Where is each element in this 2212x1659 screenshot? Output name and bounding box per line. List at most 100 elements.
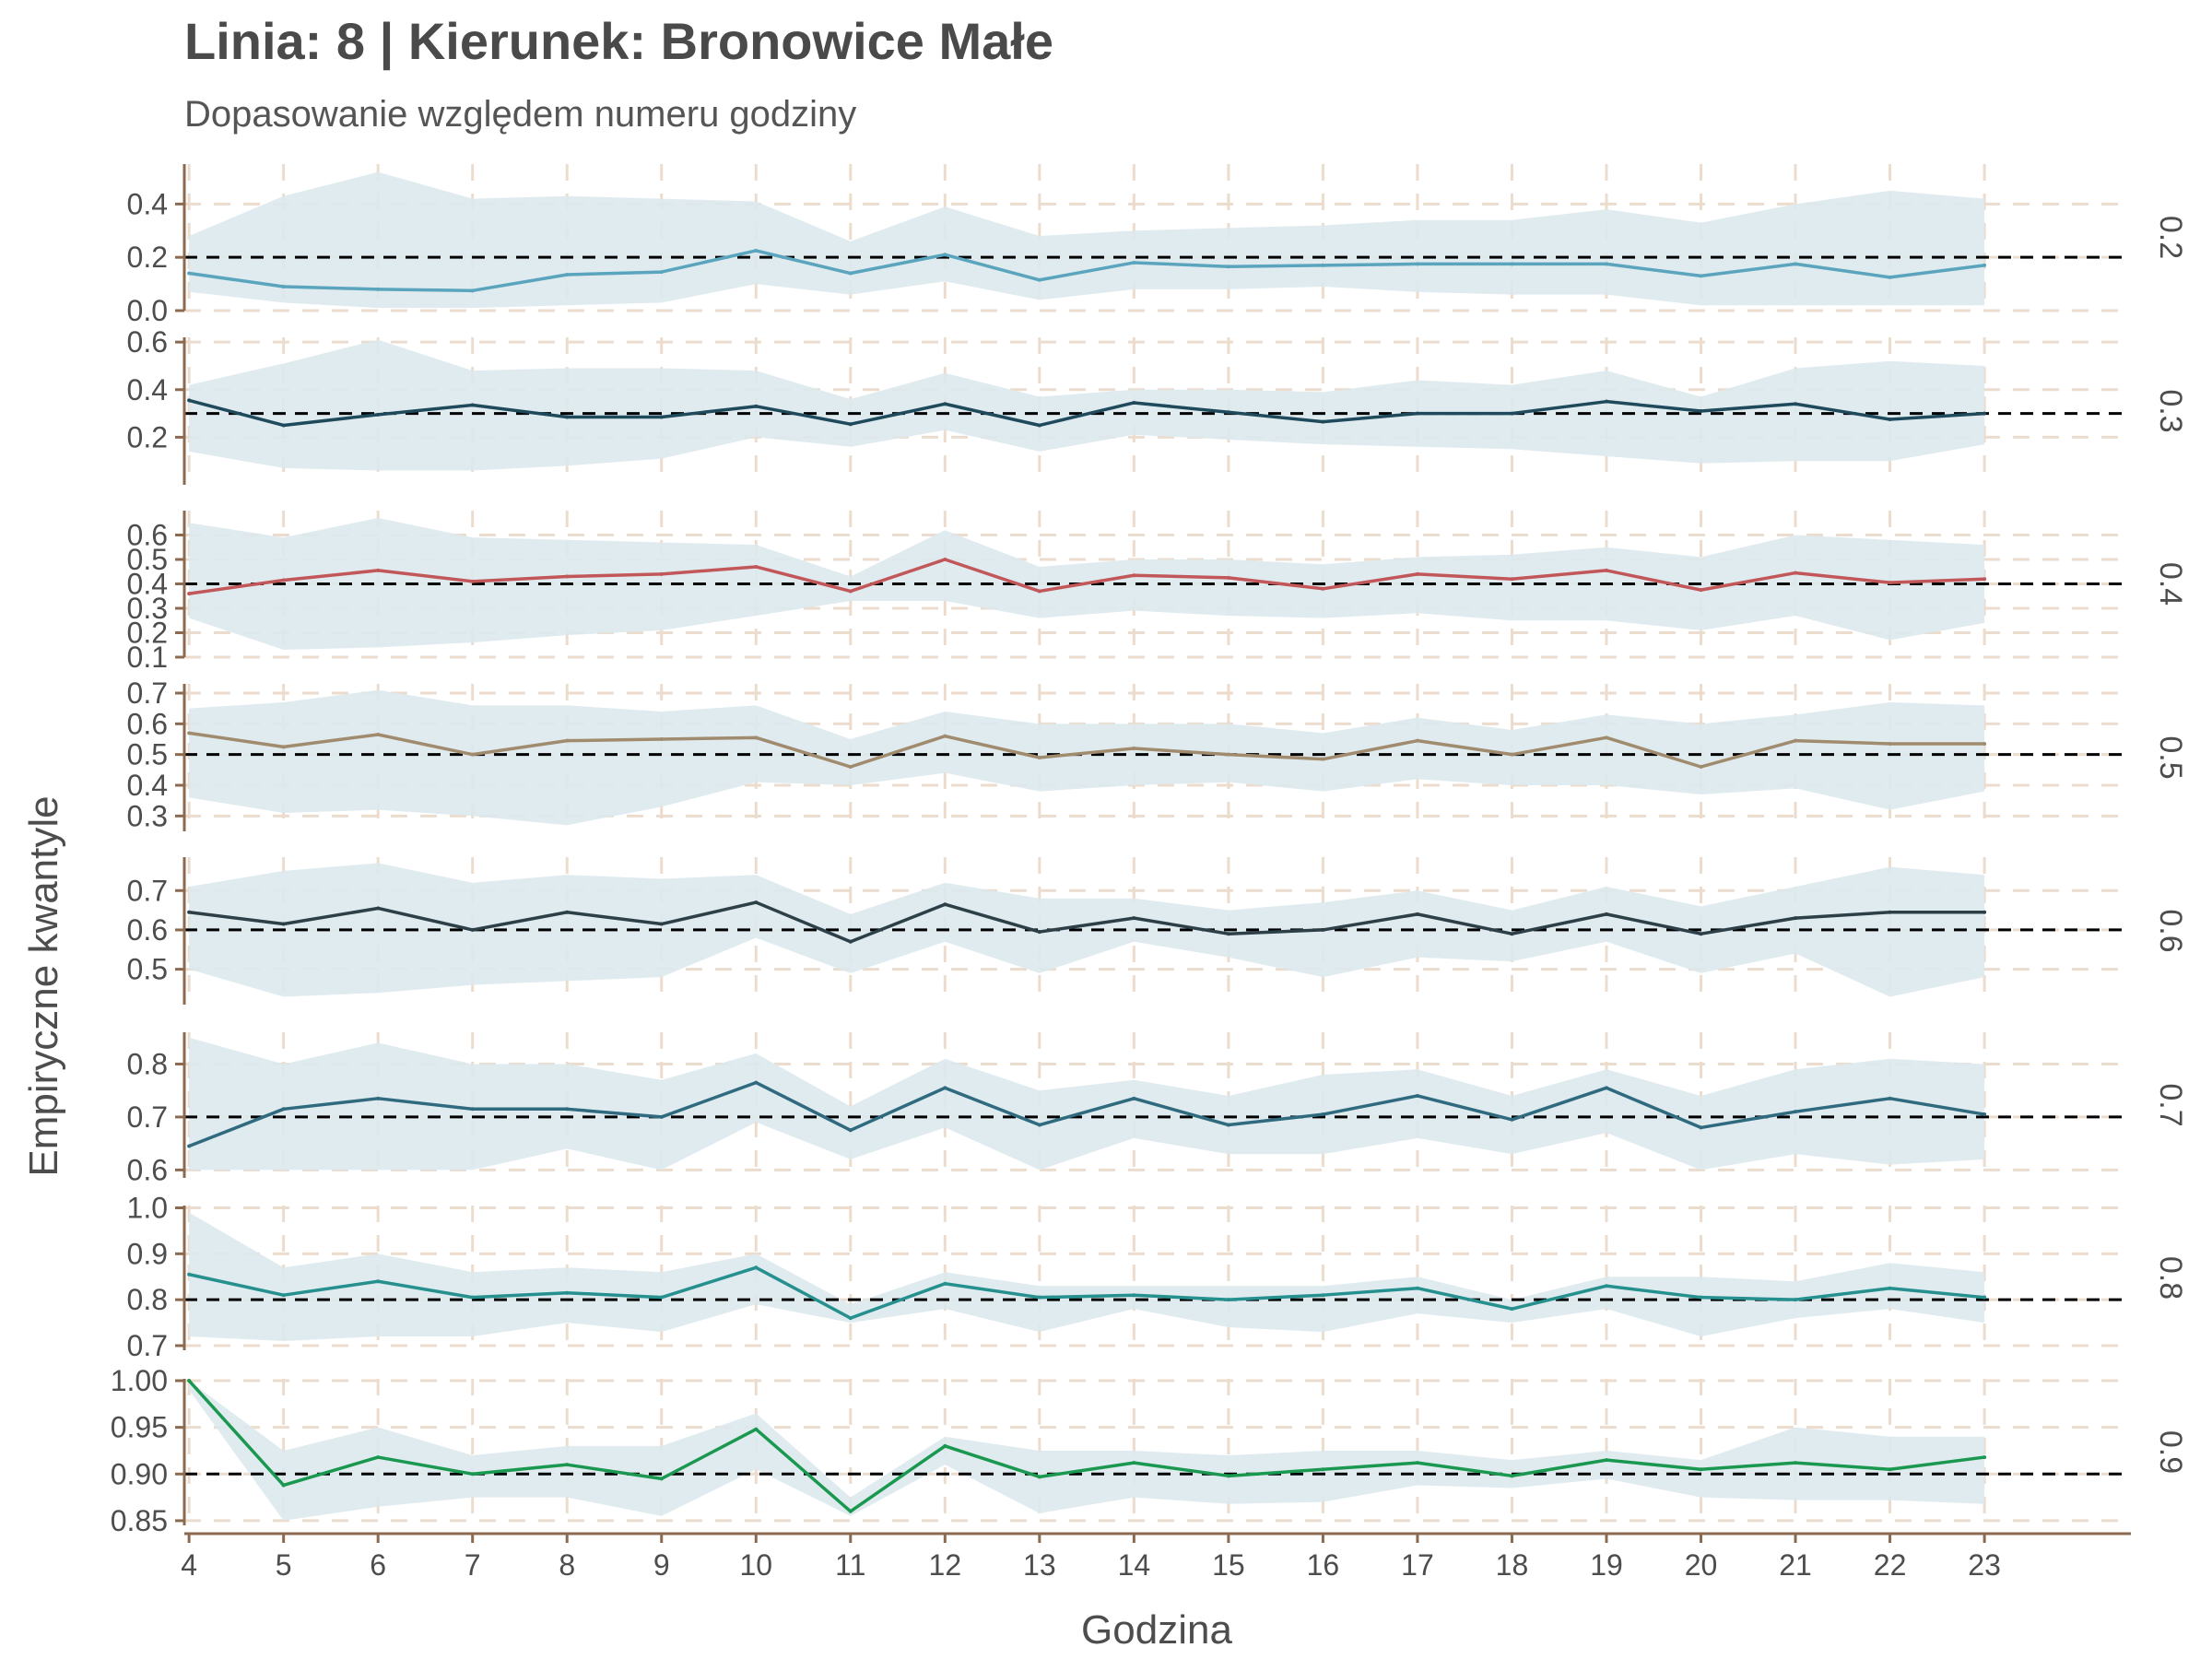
- panel-0.2: 0.0 0.2 0.4 0.2: [127, 164, 2188, 327]
- x-tick-label: 21: [1779, 1548, 1812, 1582]
- panel-0.7: 0.6 0.7 0.8 0.7: [127, 1032, 2188, 1186]
- x-tick-label: 11: [835, 1548, 865, 1582]
- data-point: [1321, 1112, 1325, 1117]
- data-point: [1132, 747, 1136, 750]
- y-tick-label: 0.2: [127, 241, 168, 274]
- x-tick-label: 4: [181, 1548, 197, 1582]
- data-point: [1604, 735, 1608, 740]
- series-line: [188, 900, 1985, 944]
- data-point: [1037, 1475, 1041, 1479]
- y-tick-label: 0.2: [127, 617, 168, 650]
- series-line: [187, 1379, 1985, 1513]
- x-tick-label: 18: [1496, 1548, 1529, 1582]
- data-point: [1037, 1123, 1041, 1127]
- data-point: [1888, 1286, 1892, 1290]
- series-line: [188, 1080, 1985, 1148]
- x-tick-label: 12: [929, 1548, 962, 1582]
- data-point: [848, 422, 853, 427]
- y-tick-label: 0.4: [127, 568, 168, 601]
- data-point: [659, 1114, 664, 1119]
- data-point: [1037, 423, 1041, 428]
- data-point: [1415, 411, 1419, 416]
- data-point: [1510, 1307, 1514, 1312]
- data-point: [376, 1279, 381, 1284]
- data-point: [1794, 571, 1798, 575]
- data-point: [1226, 410, 1230, 415]
- data-point: [470, 288, 475, 293]
- data-point: [1699, 588, 1703, 593]
- y-tick-label: 0.5: [127, 953, 168, 986]
- panel-strip-label: 0.8: [2153, 1256, 2188, 1300]
- y-axis-title: Empiryczne kwantyle: [21, 795, 66, 1176]
- data-point: [754, 1080, 759, 1085]
- data-point: [1510, 752, 1514, 757]
- data-point: [281, 745, 286, 749]
- y-tick-label: 0.6: [127, 325, 168, 359]
- data-point: [1321, 1467, 1325, 1472]
- data-point: [281, 1107, 286, 1112]
- data-point: [848, 939, 853, 944]
- data-point: [376, 906, 381, 911]
- data-point: [659, 922, 664, 926]
- data-point: [281, 1293, 286, 1298]
- series-line: [188, 558, 1985, 595]
- confidence-band: [189, 171, 1985, 309]
- panel-0.3: 0.2 0.4 0.6 0.3: [127, 325, 2188, 485]
- data-point: [1510, 932, 1514, 936]
- data-point: [1604, 1458, 1608, 1463]
- x-tick-label: 23: [1968, 1548, 2001, 1582]
- data-point: [565, 574, 570, 579]
- data-point: [376, 568, 381, 572]
- y-tick-label: 0.7: [127, 874, 168, 907]
- panel-strip-label: 0.2: [2153, 216, 2188, 259]
- data-point: [848, 1128, 853, 1133]
- data-point: [470, 579, 475, 583]
- x-tick-label: 15: [1212, 1548, 1245, 1582]
- data-point: [1510, 411, 1514, 416]
- y-tick-label: 0.4: [127, 187, 168, 220]
- data-point: [1226, 575, 1230, 580]
- x-tick-label: 17: [1401, 1548, 1434, 1582]
- series-line: [188, 731, 1985, 769]
- y-tick-label: 0.5: [127, 738, 168, 771]
- data-point: [187, 1272, 192, 1277]
- x-tick-label: 6: [370, 1548, 386, 1582]
- data-point: [470, 1472, 475, 1477]
- data-point: [1037, 756, 1041, 759]
- y-tick-label: 1.00: [111, 1364, 168, 1397]
- data-point: [943, 1443, 947, 1448]
- data-point: [565, 1107, 570, 1112]
- data-point: [1699, 274, 1703, 278]
- data-point: [1604, 399, 1608, 404]
- data-point: [1132, 573, 1136, 578]
- panel-0.5: 0.30.40.50.60.70.5: [127, 677, 2188, 832]
- data-point: [187, 1144, 192, 1148]
- confidence-band: [189, 863, 1985, 997]
- data-point: [1321, 757, 1325, 761]
- data-point: [1415, 1093, 1419, 1098]
- x-tick-label: 5: [276, 1548, 292, 1582]
- data-point: [187, 910, 192, 914]
- confidence-band: [189, 1212, 1985, 1342]
- y-tick-label: 0.4: [127, 769, 168, 802]
- data-point: [565, 415, 570, 419]
- panel-strip-label: 0.4: [2153, 562, 2188, 606]
- data-point: [1794, 402, 1798, 406]
- panel-strip-label: 0.5: [2153, 735, 2188, 779]
- y-tick-label: 0.7: [127, 1100, 168, 1134]
- y-tick-label: 0.2: [127, 420, 168, 453]
- data-point: [754, 1265, 759, 1270]
- x-tick-label: 16: [1307, 1548, 1340, 1582]
- data-point: [1415, 1461, 1419, 1465]
- data-point: [754, 1427, 759, 1431]
- data-point: [1888, 1467, 1892, 1472]
- data-point: [1983, 910, 1987, 914]
- confidence-band: [189, 1037, 1985, 1171]
- data-point: [1604, 1086, 1608, 1090]
- data-point: [1983, 1455, 1987, 1460]
- y-tick-label: 0.85: [111, 1504, 168, 1537]
- data-point: [1510, 262, 1514, 266]
- data-point: [754, 900, 759, 905]
- data-point: [376, 1096, 381, 1100]
